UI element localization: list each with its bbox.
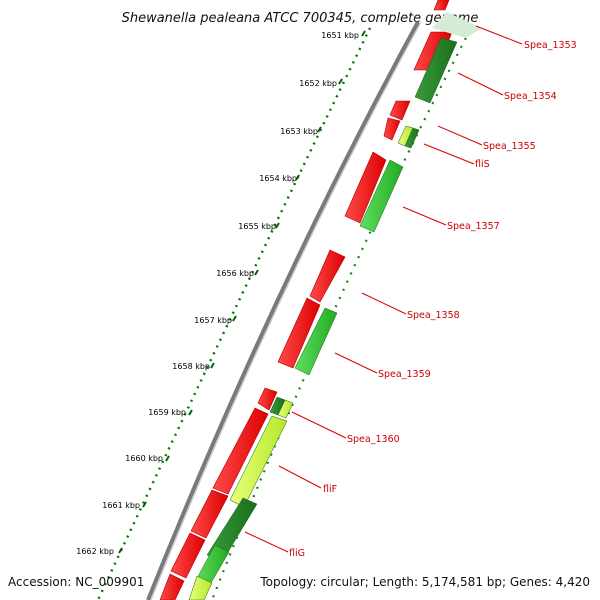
gene-label: Spea_1355 bbox=[483, 141, 536, 152]
gene-arrow bbox=[277, 297, 321, 369]
topology-text: Topology: circular; Length: 5,174,581 bp… bbox=[259, 575, 590, 589]
gene-label: Spea_1354 bbox=[504, 91, 557, 102]
ruler-tick bbox=[142, 501, 147, 508]
gene-arrow bbox=[432, 12, 482, 38]
gene-arrow bbox=[383, 117, 401, 141]
callout-line bbox=[361, 292, 407, 315]
callout-line bbox=[457, 72, 504, 96]
gene-label: Spea_1357 bbox=[447, 221, 500, 232]
gene-label: Spea_1360 bbox=[347, 434, 400, 445]
ruler-tick bbox=[188, 409, 193, 416]
gene-label: fliS bbox=[475, 159, 490, 170]
callout-line bbox=[423, 143, 475, 165]
ruler-label: 1654 kbp bbox=[259, 174, 297, 183]
genome-backbone bbox=[146, 21, 420, 600]
ruler-tick bbox=[210, 362, 215, 369]
gene-label: Spea_1359 bbox=[378, 369, 431, 380]
genome-backbone-highlight bbox=[150, 21, 422, 600]
ruler-tick bbox=[275, 222, 280, 229]
ruler-ticks bbox=[118, 30, 366, 554]
ruler-tick bbox=[338, 78, 343, 85]
ruler-tick bbox=[317, 126, 322, 133]
ruler-label: 1656 kbp bbox=[216, 269, 254, 278]
ruler-tick bbox=[254, 269, 259, 276]
gene-arrow bbox=[414, 37, 458, 104]
callout-line bbox=[437, 125, 483, 146]
gene-labels: Spea_1353 Spea_1354 Spea_1355 fliS Spea_… bbox=[289, 40, 577, 559]
ruler-label: 1659 kbp bbox=[148, 408, 186, 417]
ruler-label: 1655 kbp bbox=[238, 222, 276, 231]
gene-arrow bbox=[359, 159, 404, 233]
callout-line bbox=[291, 411, 347, 439]
ruler-tick bbox=[295, 174, 300, 181]
gene-arrow bbox=[190, 489, 229, 539]
ruler-label: 1661 kbp bbox=[102, 501, 140, 510]
reverse-strand-genes bbox=[188, 12, 482, 600]
ruler-label: 1651 kbp bbox=[321, 31, 359, 40]
ruler-tick bbox=[361, 30, 366, 37]
ruler-tick bbox=[118, 547, 123, 554]
gene-arrow bbox=[188, 575, 213, 600]
gene-arrow bbox=[389, 100, 411, 121]
gene-label: Spea_1353 bbox=[524, 40, 577, 51]
gene-arrow bbox=[404, 127, 420, 149]
gene-arrow bbox=[212, 407, 269, 495]
gene-arrow bbox=[170, 532, 206, 579]
ruler-label: 1662 kbp bbox=[76, 547, 114, 556]
gene-label: Spea_1358 bbox=[407, 310, 460, 321]
callout-line bbox=[402, 206, 447, 226]
ruler-label: 1652 kbp bbox=[299, 79, 337, 88]
forward-strand-genes bbox=[159, 0, 453, 600]
gene-label: fliG bbox=[289, 548, 305, 559]
gene-arrow bbox=[277, 399, 294, 419]
accession-text: Accession: NC_009901 bbox=[8, 575, 144, 589]
ruler-ring bbox=[96, 27, 372, 600]
gene-arrow bbox=[159, 573, 185, 600]
ruler-label: 1660 kbp bbox=[125, 454, 163, 463]
ruler-label: 1657 kbp bbox=[194, 316, 232, 325]
gene-arrow bbox=[294, 307, 338, 376]
callout-line bbox=[278, 465, 322, 489]
gene-label: fliF bbox=[323, 484, 337, 495]
ruler-tick bbox=[165, 455, 170, 462]
callout-lines bbox=[244, 25, 523, 553]
ruler-label: 1653 kbp bbox=[280, 127, 318, 136]
gene-arrow bbox=[433, 0, 450, 11]
gene-arrow bbox=[257, 387, 278, 411]
gene-arrow bbox=[309, 249, 346, 303]
callout-line bbox=[244, 531, 289, 553]
ruler-labels: 1651 kbp 1652 kbp 1653 kbp 1654 kbp 1655… bbox=[76, 31, 359, 556]
gene-arrow bbox=[344, 151, 387, 224]
ruler-tick bbox=[232, 315, 237, 322]
callout-line bbox=[334, 352, 378, 374]
map-title: Shewanella pealeana ATCC 700345, complet… bbox=[122, 11, 479, 26]
ruler-label: 1658 kbp bbox=[172, 362, 210, 371]
callout-line bbox=[475, 25, 523, 45]
